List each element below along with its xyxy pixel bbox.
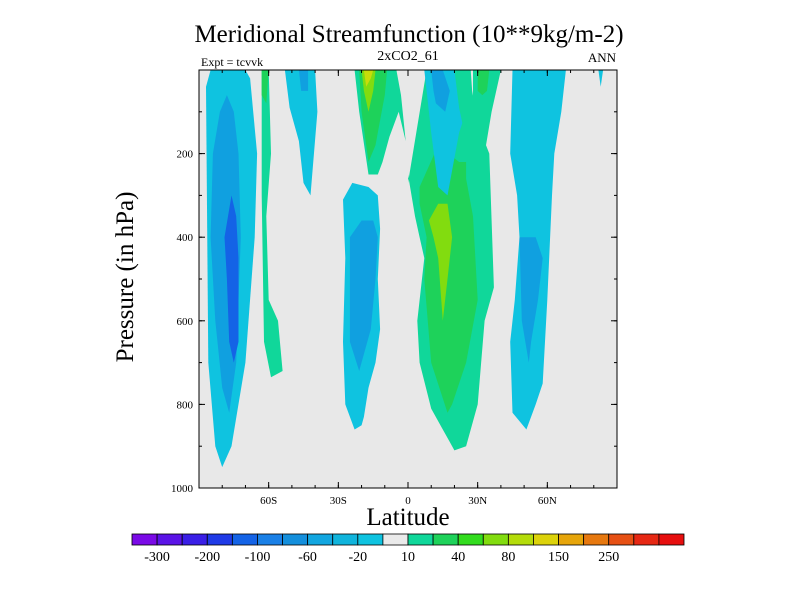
contour-region-8 bbox=[349, 220, 378, 371]
colorbar: -300 -200 -100 -60 -20 10 40 80 150 250 bbox=[131, 533, 685, 565]
colorbar-swatch bbox=[307, 533, 334, 546]
colorbar-label: 10 bbox=[401, 550, 415, 565]
subtitle-right: ANN bbox=[588, 50, 617, 65]
colorbar-label: 250 bbox=[598, 550, 619, 565]
colorbar-label: -100 bbox=[245, 550, 271, 565]
subtitle-center: 2xCO2_61 bbox=[377, 49, 438, 64]
y-tick-label: 400 bbox=[177, 232, 194, 244]
axis-ticks: 60S 30S 0 30N 60N 200 400 600 800 1000 bbox=[171, 70, 618, 507]
colorbar-swatch bbox=[282, 533, 309, 546]
colorbar-swatch bbox=[583, 533, 610, 546]
colorbar-label: -60 bbox=[298, 550, 317, 565]
colorbar-swatch bbox=[432, 533, 459, 546]
colorbar-swatch bbox=[633, 533, 660, 546]
colorbar-swatch bbox=[332, 533, 359, 546]
colorbar-swatch bbox=[457, 533, 484, 546]
y-tick-label: 800 bbox=[177, 399, 194, 411]
x-tick-label: 30N bbox=[468, 495, 487, 507]
colorbar-swatch bbox=[231, 533, 258, 546]
x-tick-label: 0 bbox=[405, 495, 411, 507]
subtitle-left: Expt = tcvvk bbox=[201, 55, 263, 69]
y-tick-label: 200 bbox=[177, 149, 194, 161]
contour-region-18 bbox=[470, 70, 501, 175]
contour-region-4 bbox=[261, 70, 269, 104]
contour-region-17 bbox=[431, 70, 450, 112]
contour-region-20 bbox=[454, 70, 473, 142]
colorbar-swatch bbox=[357, 533, 384, 546]
colorbar-swatch bbox=[558, 533, 585, 546]
y-tick-label: 600 bbox=[177, 316, 194, 328]
colorbar-swatch bbox=[608, 533, 635, 546]
contour-region-19 bbox=[477, 70, 490, 96]
y-tick-label: 1000 bbox=[171, 483, 194, 495]
contour-region-15 bbox=[428, 203, 453, 321]
colorbar-swatch bbox=[482, 533, 509, 546]
contour-region-6 bbox=[298, 70, 309, 91]
colorbar-label: -20 bbox=[348, 550, 367, 565]
colorbar-swatch bbox=[131, 533, 158, 546]
colorbar-swatch bbox=[658, 533, 685, 546]
contour-region-5 bbox=[284, 70, 318, 196]
colorbar-swatch bbox=[533, 533, 559, 546]
y-axis-label: Pressure (in hPa) bbox=[112, 192, 139, 363]
contour-region-2 bbox=[224, 195, 239, 363]
contour-region-22 bbox=[519, 237, 543, 363]
contour-region-12 bbox=[363, 70, 374, 87]
colorbar-swatch bbox=[181, 533, 208, 546]
colorbar-swatch bbox=[156, 533, 183, 546]
colorbar-label: 80 bbox=[501, 550, 515, 565]
colorbar-swatch bbox=[257, 533, 283, 546]
colorbar-label: 40 bbox=[451, 550, 465, 565]
contour-region-23 bbox=[598, 70, 604, 87]
colorbar-swatch bbox=[407, 533, 434, 546]
colorbar-label: -200 bbox=[194, 550, 220, 565]
contour-region-11 bbox=[361, 70, 376, 112]
colorbar-swatch bbox=[382, 533, 409, 546]
colorbar-label: -300 bbox=[144, 550, 170, 565]
colorbar-swatch bbox=[507, 533, 534, 546]
x-tick-label: 60S bbox=[260, 495, 277, 507]
colorbar-swatch bbox=[206, 533, 233, 546]
x-tick-label: 60N bbox=[538, 495, 557, 507]
contour-regions bbox=[206, 70, 604, 468]
colorbar-label: 150 bbox=[548, 550, 569, 565]
x-axis-label: Latitude bbox=[366, 504, 449, 531]
chart-title: Meridional Streamfunction (10**9kg/m-2) bbox=[194, 21, 623, 48]
contour-region-3 bbox=[261, 70, 283, 378]
x-tick-label: 30S bbox=[330, 495, 347, 507]
